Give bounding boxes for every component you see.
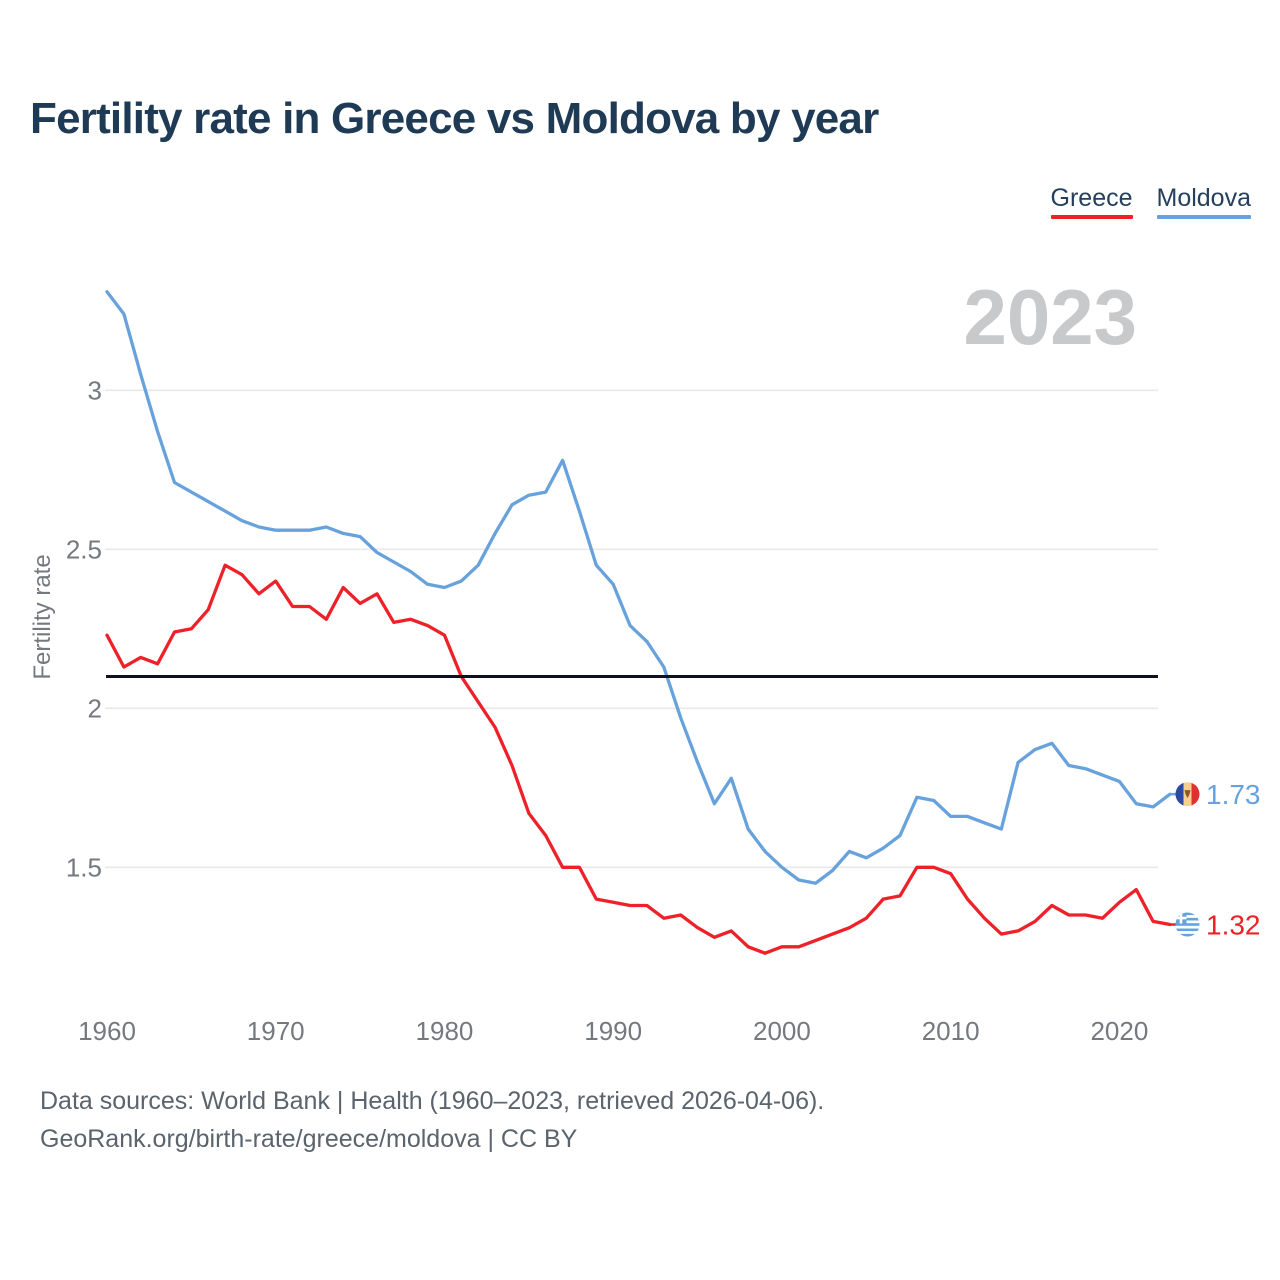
y-tick-label: 1.5 xyxy=(66,852,102,882)
legend-underline-greece xyxy=(1050,215,1133,220)
x-tick-label: 1990 xyxy=(584,1016,642,1046)
y-axis-title: Fertility rate xyxy=(29,554,56,679)
x-tick-label: 1970 xyxy=(247,1016,305,1046)
x-tick-label: 2010 xyxy=(922,1016,980,1046)
x-tick-label: 2020 xyxy=(1090,1016,1148,1046)
legend-label-moldova: Moldova xyxy=(1156,184,1252,212)
x-tick-label: 1960 xyxy=(78,1016,136,1046)
footer: Data sources: World Bank | Health (1960–… xyxy=(40,1082,824,1158)
legend: Greece Moldova xyxy=(1050,184,1252,220)
moldova-flag-icon xyxy=(1175,782,1200,807)
y-tick-label: 2 xyxy=(88,693,102,723)
y-tick-label: 2.5 xyxy=(66,534,102,564)
year-watermark: 2023 xyxy=(963,273,1137,361)
legend-underline-moldova xyxy=(1156,215,1251,220)
legend-item-greece[interactable]: Greece xyxy=(1050,184,1133,220)
series-line-greece xyxy=(105,563,1172,955)
x-tick-label: 1980 xyxy=(416,1016,474,1046)
footer-credit: GeoRank.org/birth-rate/greece/moldova | … xyxy=(40,1125,578,1153)
end-value-label-moldova: 1.73 xyxy=(1206,779,1261,810)
greece-flag-icon xyxy=(1175,912,1200,937)
chart-title: Fertility rate in Greece vs Moldova by y… xyxy=(30,94,879,143)
footer-sources: Data sources: World Bank | Health (1960–… xyxy=(40,1087,825,1115)
series-line-moldova xyxy=(105,290,1172,885)
y-tick-label: 3 xyxy=(88,375,102,405)
x-tick-label: 2000 xyxy=(753,1016,811,1046)
end-value-label-greece: 1.32 xyxy=(1206,910,1261,941)
legend-item-moldova[interactable]: Moldova xyxy=(1156,184,1252,220)
legend-label-greece: Greece xyxy=(1050,184,1133,212)
